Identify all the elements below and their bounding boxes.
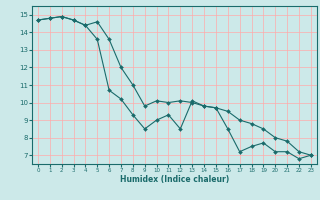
X-axis label: Humidex (Indice chaleur): Humidex (Indice chaleur)	[120, 175, 229, 184]
